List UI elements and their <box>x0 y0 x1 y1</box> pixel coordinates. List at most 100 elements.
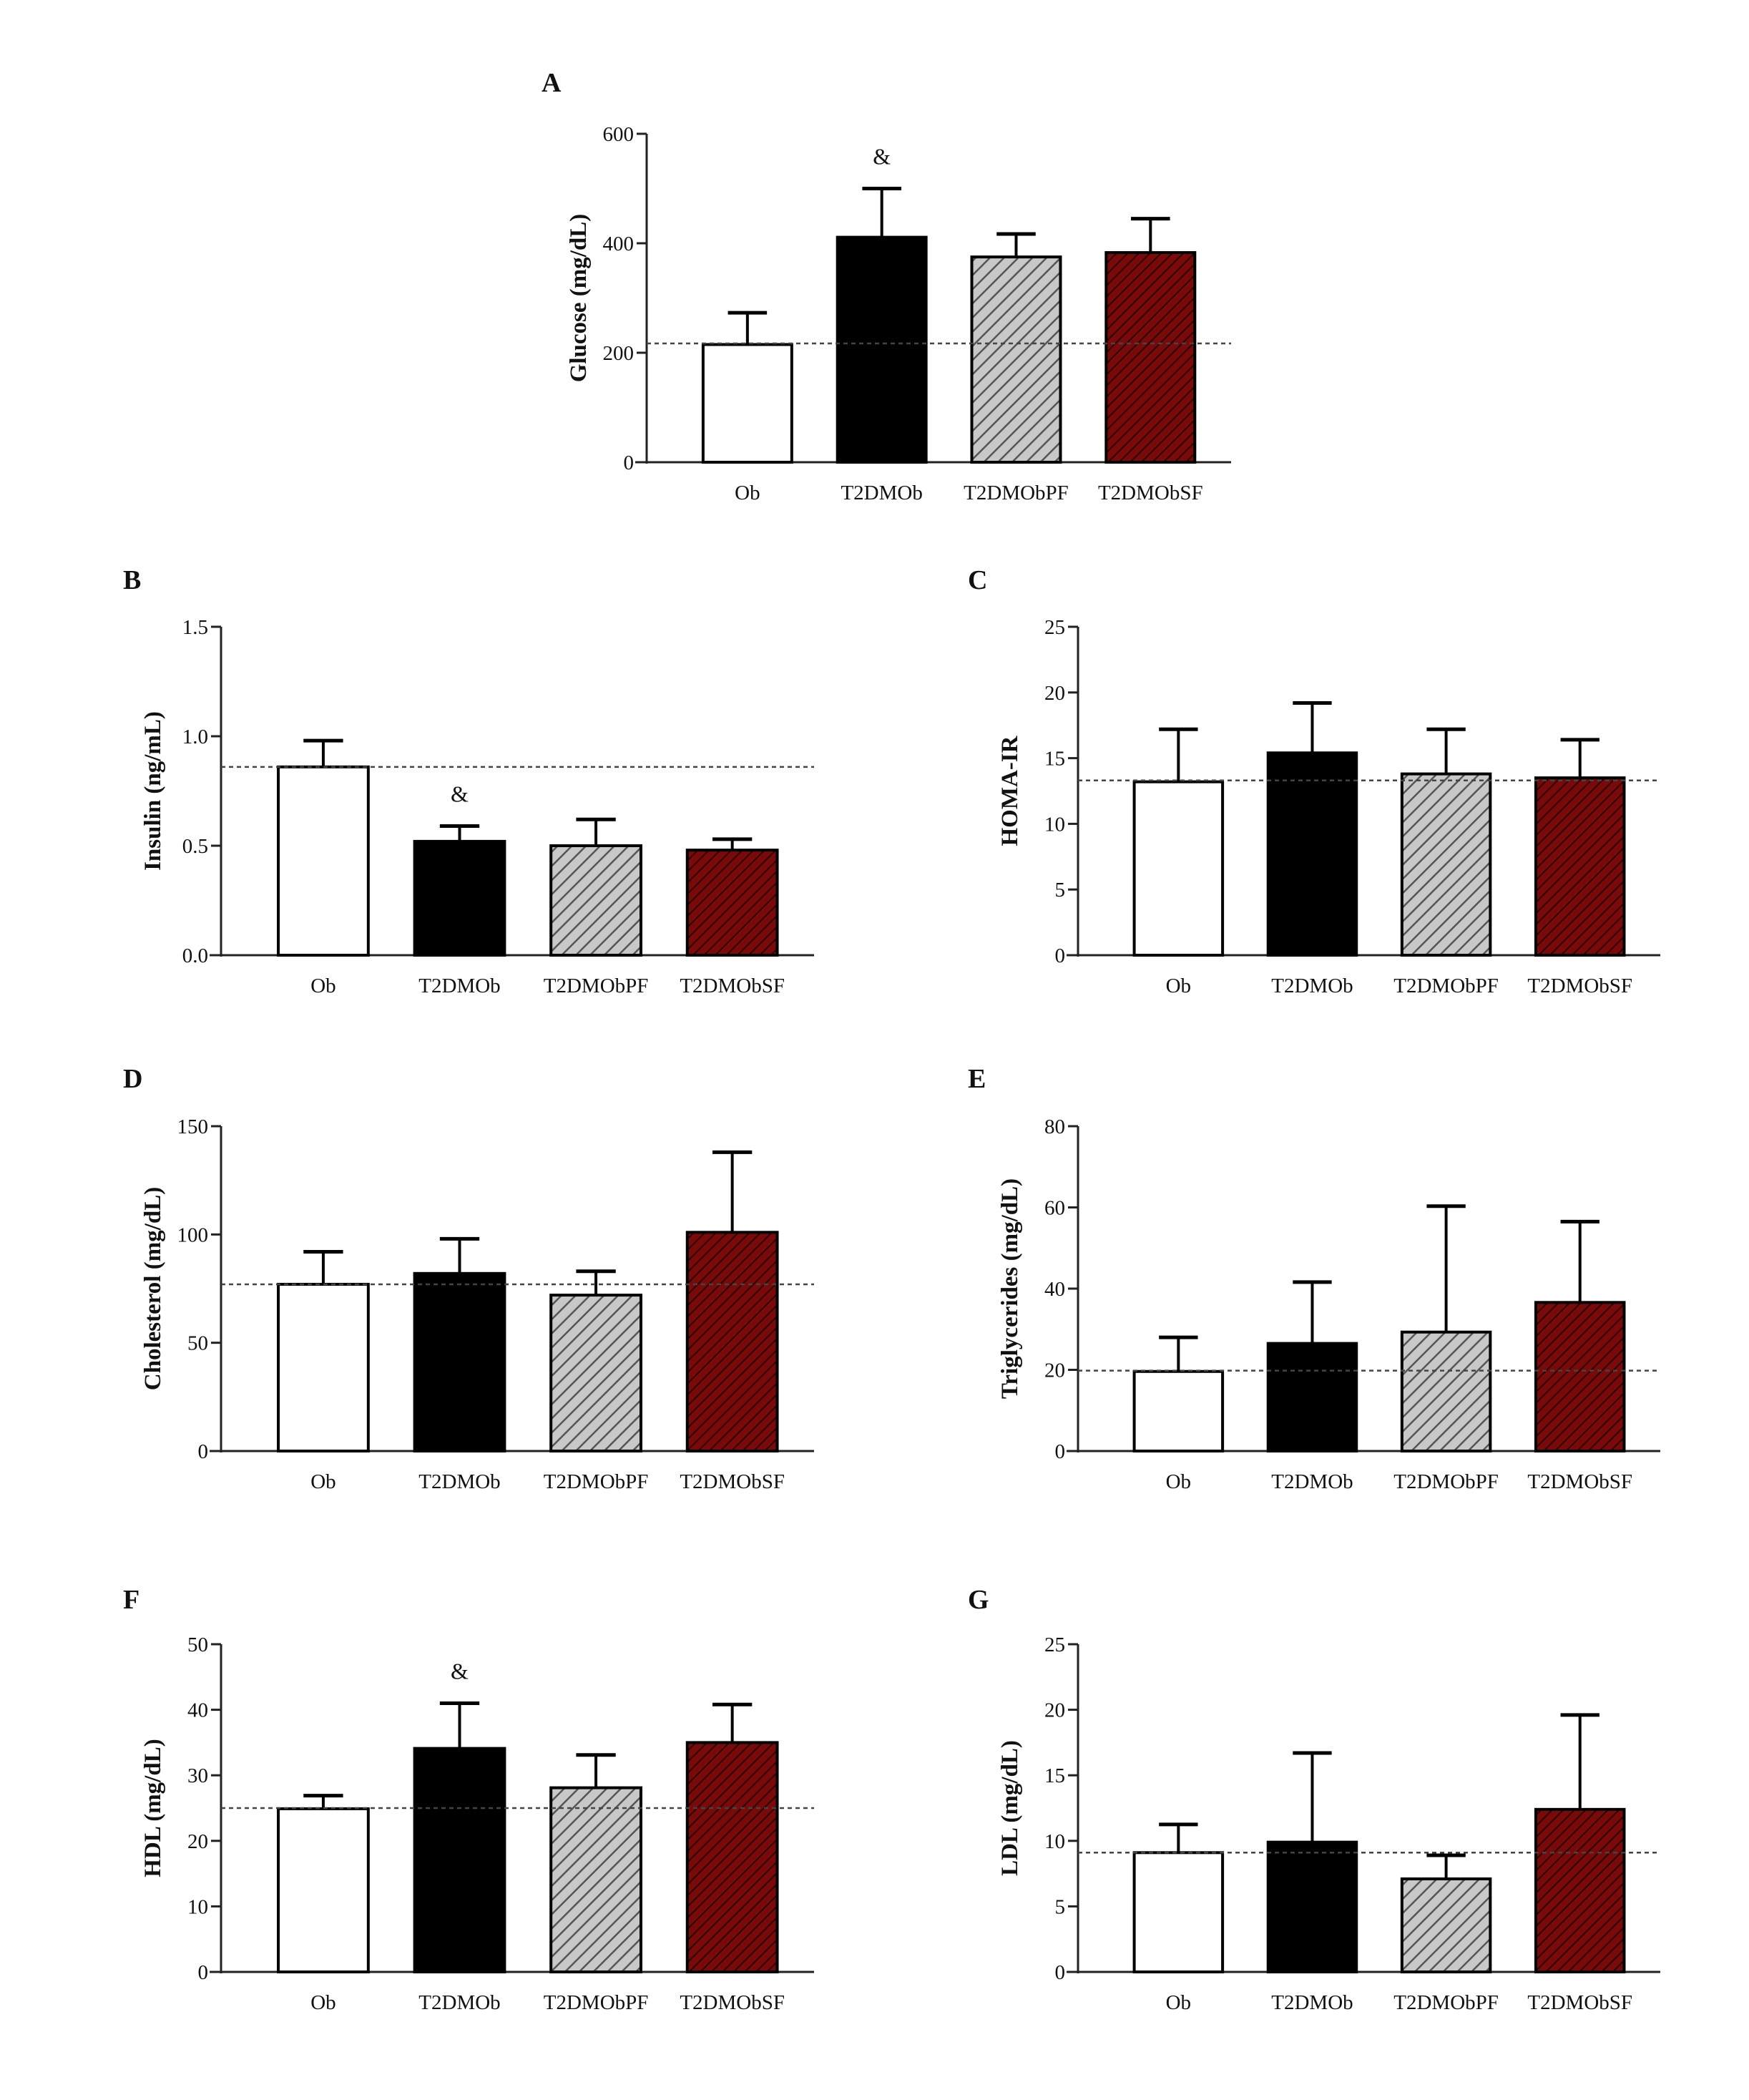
y-tick-label: 25 <box>1044 1633 1065 1656</box>
bar-t2dmob <box>413 839 506 957</box>
panel-label: D <box>123 1064 142 1094</box>
bar-t2dmobpf <box>549 1786 642 1973</box>
y-tick-label: 20 <box>1044 682 1065 705</box>
y-tick-label: 100 <box>177 1224 209 1246</box>
x-tick-label: T2DMOb <box>418 975 500 997</box>
panel-label: E <box>968 1064 986 1094</box>
y-tick-label: 50 <box>187 1633 208 1656</box>
y-axis-label: LDL (mg/dL) <box>997 1740 1023 1876</box>
bar-ob <box>277 1282 370 1452</box>
bar-t2dmob <box>1266 751 1358 957</box>
y-tick-label: 40 <box>187 1699 208 1722</box>
x-tick-label: Ob <box>1166 975 1191 997</box>
y-tick-label: 0.0 <box>182 944 208 967</box>
y-tick-label: 10 <box>187 1895 208 1918</box>
x-tick-label: T2DMObPF <box>1393 1991 1499 2014</box>
y-tick-label: 0 <box>1055 944 1066 967</box>
y-tick-label: 0 <box>198 1961 209 1984</box>
x-tick-label: T2DMObSF <box>680 1991 785 2014</box>
panel-b: B 0.0 0.5 1.0 1.5 Insulin (ng/mL) Ob T2DMOb T2DM… <box>123 565 814 997</box>
panel-label: F <box>123 1585 139 1615</box>
y-axis-label: Cholesterol (mg/dL) <box>140 1187 166 1390</box>
y-axis-label: Glucose (mg/dL) <box>566 214 592 383</box>
x-tick-label: Ob <box>310 975 335 997</box>
x-tick-label: Ob <box>1166 1470 1191 1493</box>
significance-marker: & <box>451 1658 469 1684</box>
x-tick-label: T2DMObPF <box>964 482 1069 504</box>
y-tick-label: 10 <box>1044 1830 1065 1853</box>
x-tick-label: T2DMObSF <box>680 975 785 997</box>
y-tick-label: 150 <box>177 1115 209 1138</box>
panel-d: D 0 50 100 150 Cholesterol (mg/dL) Ob T2DMOb T2D… <box>123 1064 814 1493</box>
x-tick-label: T2DMObPF <box>544 1991 649 2014</box>
panel-f: F 0 10 20 30 40 50 HDL (mg/dL) Ob T2DMOb T2DMObPF T… <box>123 1585 814 2014</box>
significance-marker: & <box>451 781 469 806</box>
bar-t2dmobsf <box>1534 1807 1626 1974</box>
significance-marker: & <box>873 144 891 170</box>
bar-t2dmob <box>413 1271 506 1453</box>
bar-t2dmobpf <box>1400 1330 1492 1453</box>
x-tick-label: T2DMObSF <box>680 1470 785 1493</box>
bar-t2dmob <box>413 1747 506 1974</box>
bar-t2dmob <box>1266 1840 1358 1974</box>
y-tick-label: 30 <box>187 1764 208 1787</box>
bar-t2dmobsf <box>1534 1301 1626 1453</box>
x-tick-label: Ob <box>1166 1991 1191 2014</box>
y-tick-label: 600 <box>603 123 635 146</box>
y-tick-label: 50 <box>187 1332 208 1355</box>
y-tick-label: 400 <box>603 233 635 255</box>
x-tick-label: T2DMOb <box>1271 1991 1353 2014</box>
panel-label: G <box>968 1585 989 1615</box>
y-tick-label: 1.5 <box>182 616 208 639</box>
panel-label: B <box>123 565 141 595</box>
y-tick-label: 60 <box>1044 1197 1065 1220</box>
y-tick-label: 20 <box>187 1830 208 1853</box>
bar-t2dmobpf <box>549 844 642 957</box>
y-axis-label: Triglycerides (mg/dL) <box>997 1178 1023 1399</box>
x-tick-label: T2DMObPF <box>544 1470 649 1493</box>
panel-label: A <box>542 68 562 98</box>
bar-ob <box>1132 1369 1225 1453</box>
x-tick-label: Ob <box>310 1470 335 1493</box>
bar-t2dmobpf <box>1400 1877 1492 1973</box>
y-tick-label: 20 <box>1044 1699 1065 1722</box>
y-axis-label: HDL (mg/dL) <box>140 1739 166 1877</box>
x-tick-label: T2DMObPF <box>1393 1470 1499 1493</box>
panel-g: G 0 5 10 15 20 25 LDL (mg/dL) Ob T2DMOb T2DMObPF T2… <box>968 1585 1660 2014</box>
bar-t2dmobsf <box>685 849 779 957</box>
panel-c: C 0 5 10 15 20 25 HOMA-IR Ob T2DMOb T2DMObPF T2DMOb… <box>968 565 1660 997</box>
y-tick-label: 200 <box>603 342 635 365</box>
bar-t2dmobpf <box>549 1294 642 1452</box>
bar-ob <box>277 1807 370 1974</box>
panel-label: C <box>968 565 987 595</box>
bar-t2dmobsf <box>685 1741 779 1973</box>
y-tick-label: 5 <box>1055 879 1066 902</box>
bar-t2dmobpf <box>1400 772 1492 957</box>
y-axis-label: HOMA-IR <box>997 735 1023 846</box>
bar-ob <box>701 343 793 464</box>
x-tick-label: T2DMOb <box>1271 975 1353 997</box>
y-axis-label: Insulin (ng/mL) <box>140 711 166 871</box>
x-tick-label: T2DMObSF <box>1098 482 1203 504</box>
x-tick-label: T2DMObPF <box>544 975 649 997</box>
y-tick-label: 0.5 <box>182 835 208 858</box>
bar-t2dmob <box>1266 1342 1358 1453</box>
x-tick-label: T2DMObSF <box>1527 1991 1632 2014</box>
panel-e: E 0 20 40 60 80 Triglycerides (mg/dL) Ob T2DMOb T… <box>968 1064 1660 1493</box>
x-tick-label: T2DMObSF <box>1527 975 1632 997</box>
x-tick-label: Ob <box>735 482 760 504</box>
y-tick-label: 5 <box>1055 1895 1066 1918</box>
y-tick-label: 0 <box>198 1440 209 1463</box>
bar-t2dmobsf <box>685 1231 779 1452</box>
bar-t2dmob <box>836 235 928 464</box>
x-tick-label: T2DMObPF <box>1393 975 1499 997</box>
bar-ob <box>1132 1851 1225 1974</box>
bar-t2dmobsf <box>1104 251 1197 464</box>
x-tick-label: T2DMObSF <box>1527 1470 1632 1493</box>
y-tick-label: 40 <box>1044 1278 1065 1301</box>
x-tick-label: T2DMOb <box>841 482 922 504</box>
y-tick-label: 25 <box>1044 616 1065 639</box>
y-tick-label: 15 <box>1044 748 1065 771</box>
x-tick-label: T2DMOb <box>1271 1470 1353 1493</box>
y-tick-label: 10 <box>1044 813 1065 836</box>
